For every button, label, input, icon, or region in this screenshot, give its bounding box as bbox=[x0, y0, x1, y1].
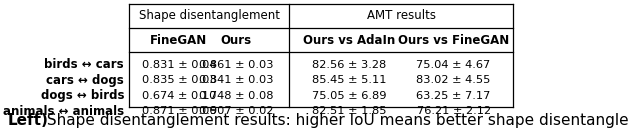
Text: Shape disentanglement results: higher IoU means better shape disentangle: Shape disentanglement results: higher Io… bbox=[42, 113, 628, 128]
Text: 0.841 ± 0.03: 0.841 ± 0.03 bbox=[198, 75, 273, 85]
Text: Shape disentanglement: Shape disentanglement bbox=[139, 9, 280, 22]
Text: 85.45 ± 5.11: 85.45 ± 5.11 bbox=[312, 75, 386, 85]
Text: 83.02 ± 4.55: 83.02 ± 4.55 bbox=[417, 75, 491, 85]
Text: 82.51 ± 1.85: 82.51 ± 1.85 bbox=[312, 106, 386, 116]
Text: Left): Left) bbox=[8, 113, 49, 128]
Text: 63.25 ± 7.17: 63.25 ± 7.17 bbox=[417, 91, 491, 101]
Text: 82.56 ± 3.28: 82.56 ± 3.28 bbox=[312, 60, 386, 70]
Text: 0.831 ± 0.04: 0.831 ± 0.04 bbox=[141, 60, 216, 70]
Text: 0.835 ± 0.03: 0.835 ± 0.03 bbox=[141, 75, 216, 85]
Text: 75.04 ± 4.67: 75.04 ± 4.67 bbox=[417, 60, 491, 70]
Text: 0.861 ± 0.03: 0.861 ± 0.03 bbox=[198, 60, 273, 70]
Text: 75.05 ± 6.89: 75.05 ± 6.89 bbox=[312, 91, 386, 101]
Text: birds ↔ cars: birds ↔ cars bbox=[44, 58, 124, 71]
Text: FineGAN: FineGAN bbox=[150, 34, 207, 47]
Text: 76.21 ± 2.12: 76.21 ± 2.12 bbox=[417, 106, 491, 116]
Text: AMT results: AMT results bbox=[367, 9, 436, 22]
Text: 0.674 ± 0.10: 0.674 ± 0.10 bbox=[142, 91, 216, 101]
Text: 0.748 ± 0.08: 0.748 ± 0.08 bbox=[198, 91, 273, 101]
Text: cars ↔ dogs: cars ↔ dogs bbox=[46, 74, 124, 87]
Text: Ours vs FineGAN: Ours vs FineGAN bbox=[398, 34, 509, 47]
Text: 0.871 ± 0.06: 0.871 ± 0.06 bbox=[141, 106, 216, 116]
Text: animals ↔ animals: animals ↔ animals bbox=[3, 105, 124, 118]
Text: 0.907 ± 0.02: 0.907 ± 0.02 bbox=[198, 106, 273, 116]
Text: Ours: Ours bbox=[220, 34, 252, 47]
Text: dogs ↔ birds: dogs ↔ birds bbox=[40, 89, 124, 102]
Text: Ours vs AdaIn: Ours vs AdaIn bbox=[303, 34, 395, 47]
